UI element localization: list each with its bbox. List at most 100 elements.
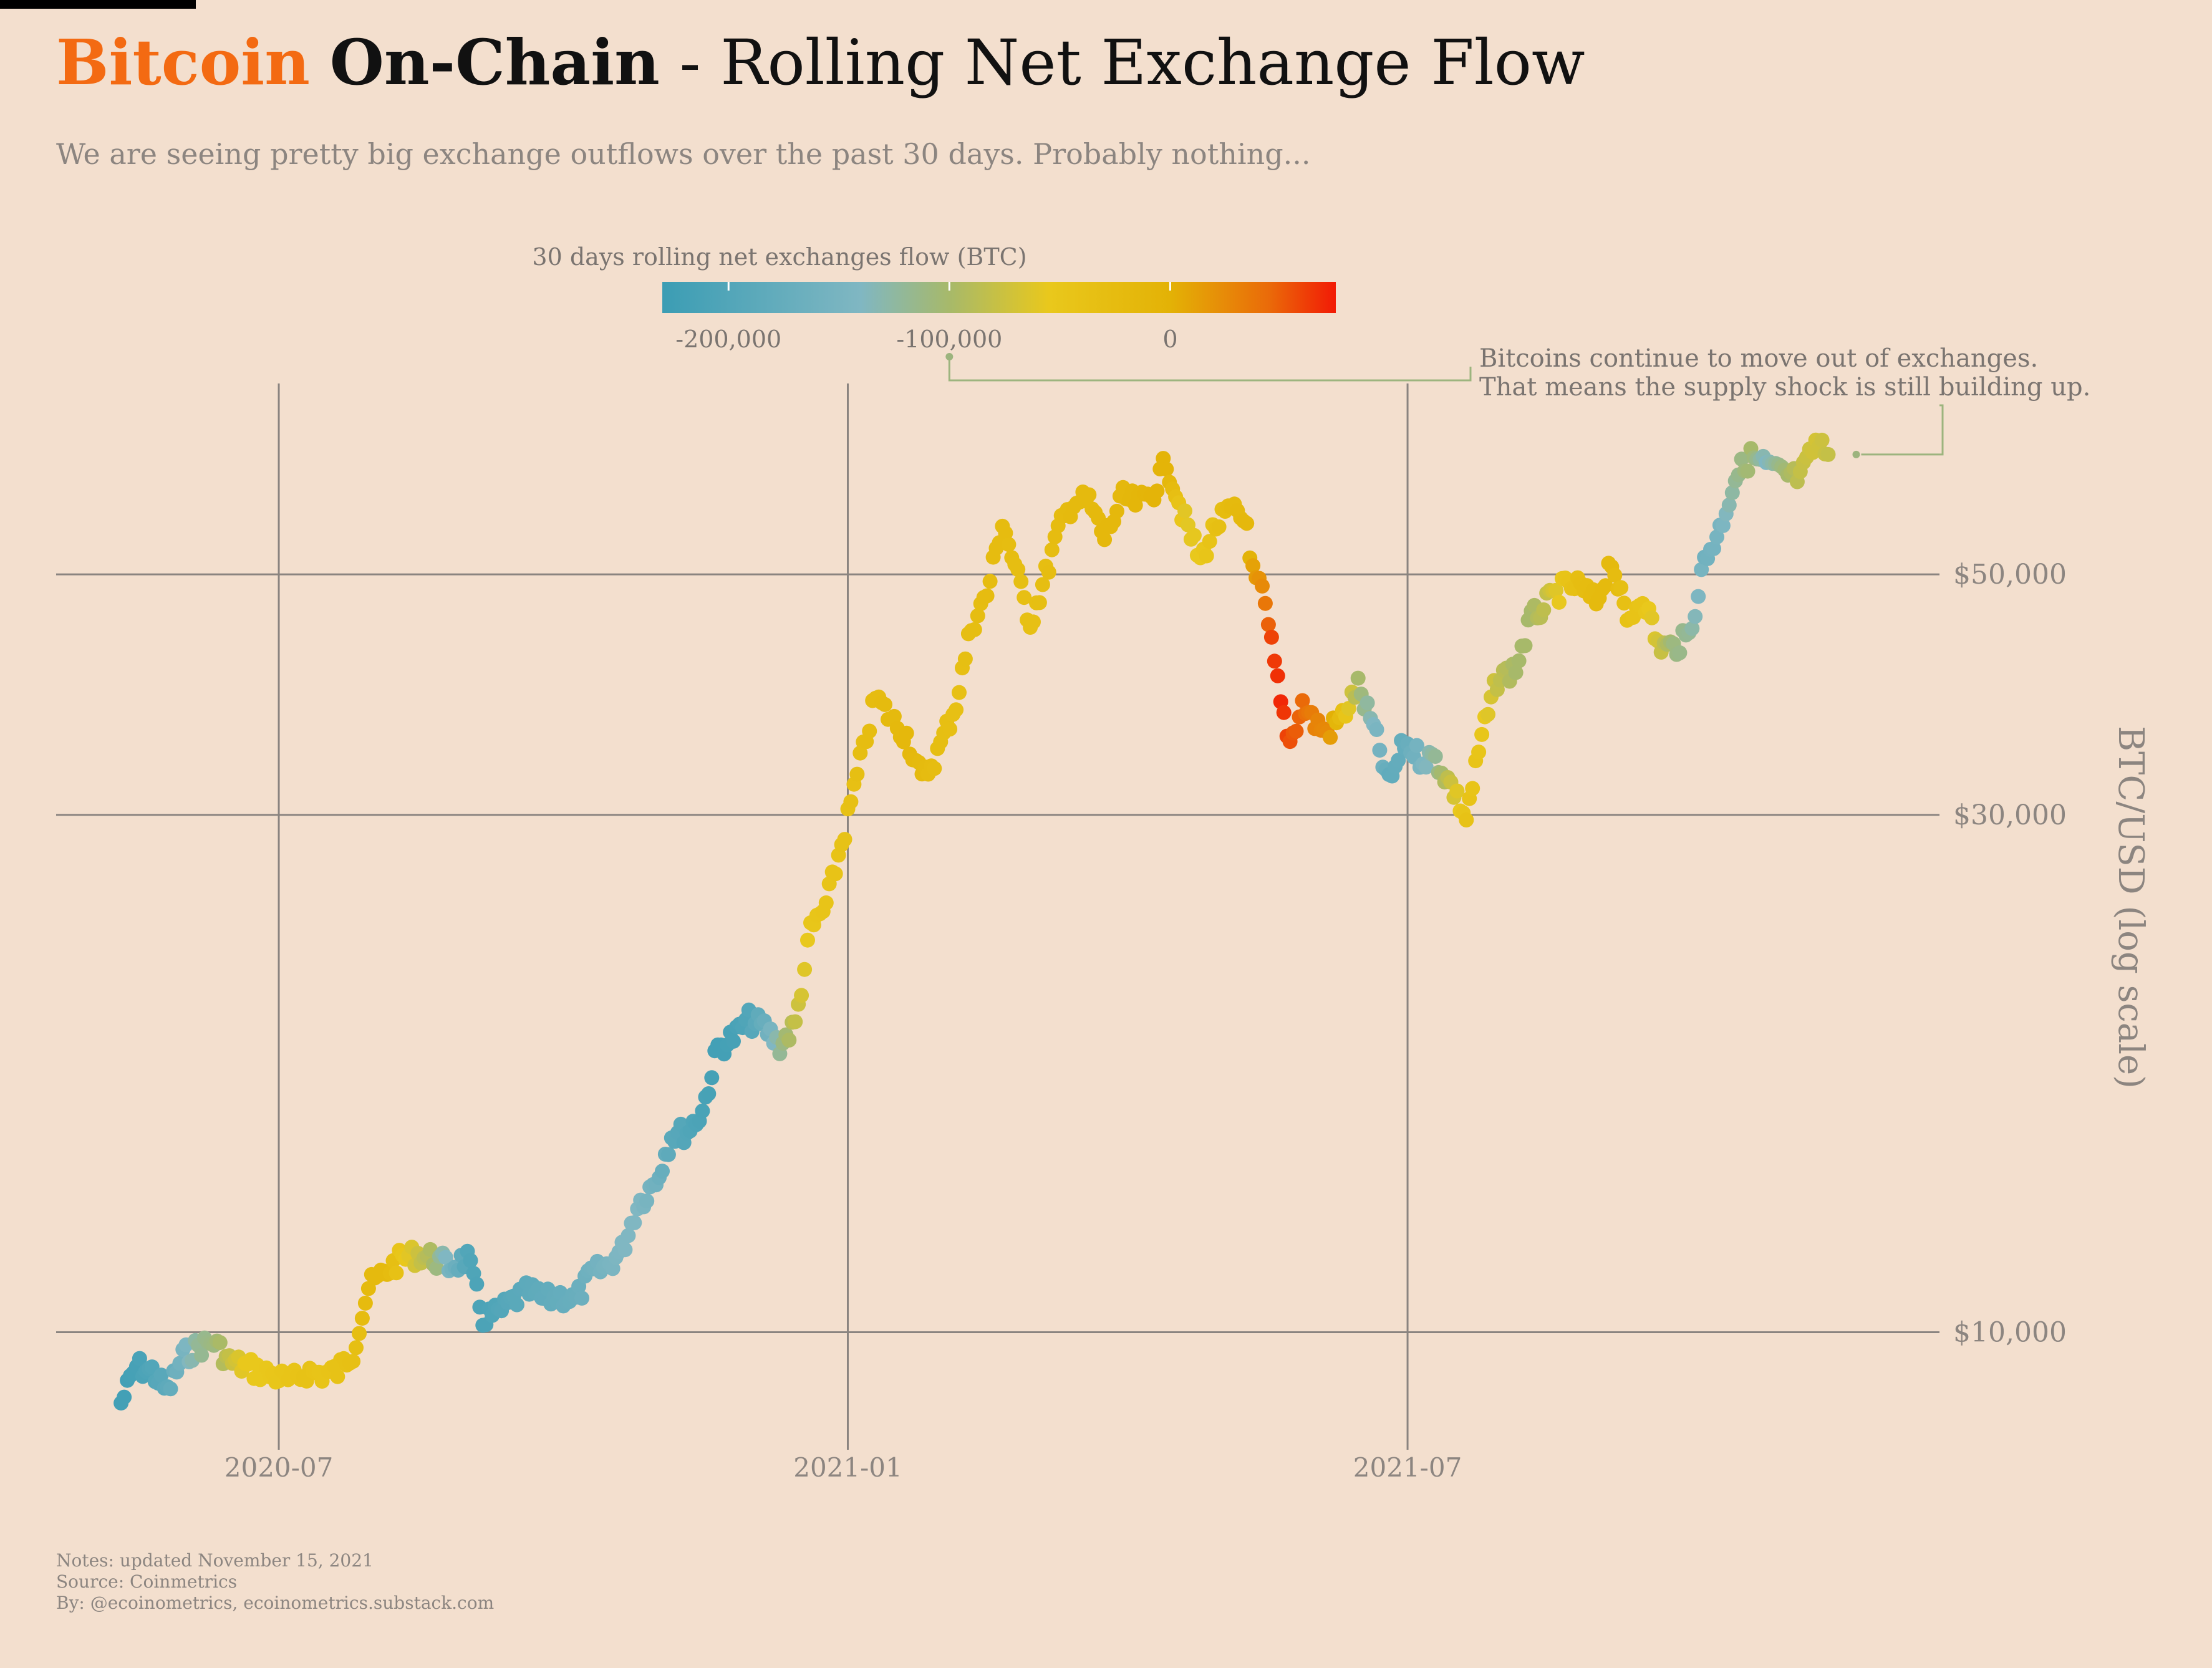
data-point xyxy=(617,1242,633,1258)
data-point xyxy=(886,708,902,724)
data-point xyxy=(1616,595,1632,611)
data-point xyxy=(1239,516,1255,531)
data-point xyxy=(1536,602,1552,617)
data-point xyxy=(1427,749,1443,764)
data-point xyxy=(849,766,865,782)
data-point xyxy=(1270,668,1285,683)
data-point xyxy=(1257,595,1273,611)
data-point xyxy=(970,608,985,624)
page-title: Bitcoin On-Chain - Rolling Net Exchange … xyxy=(56,24,1585,102)
data-point xyxy=(1263,629,1279,645)
data-point xyxy=(1721,498,1737,513)
data-point xyxy=(1010,562,1026,577)
data-point xyxy=(1465,781,1480,796)
data-point xyxy=(1041,564,1056,580)
data-point xyxy=(1211,519,1227,534)
data-point xyxy=(957,651,973,667)
data-point xyxy=(837,832,852,847)
data-point xyxy=(1295,693,1310,708)
data-point xyxy=(349,1340,364,1356)
data-point xyxy=(1715,518,1731,533)
data-point xyxy=(1684,620,1700,636)
data-point xyxy=(1350,670,1366,686)
annotation-target-dot xyxy=(1852,450,1860,458)
data-point xyxy=(1709,529,1724,545)
data-point xyxy=(1255,578,1270,594)
data-point xyxy=(794,988,809,1003)
y-tick-label: $50,000 xyxy=(1953,559,2067,591)
data-point xyxy=(1409,738,1424,753)
annotation-target-leader xyxy=(1861,404,1944,456)
data-point xyxy=(117,1389,132,1405)
legend-tick-label: -200,000 xyxy=(675,325,781,353)
data-point xyxy=(1688,609,1703,624)
data-point xyxy=(1360,695,1375,711)
subtitle: We are seeing pretty big exchange outflo… xyxy=(56,137,1311,171)
data-point xyxy=(1202,534,1217,549)
data-points xyxy=(113,432,1836,1411)
annotation-legend-leader xyxy=(948,357,1472,382)
data-point xyxy=(877,697,892,712)
data-point xyxy=(1740,463,1756,479)
notes-by: By: @ecoinometrics, ecoinometrics.substa… xyxy=(56,1593,495,1613)
data-point xyxy=(862,723,877,739)
data-point xyxy=(1372,743,1388,758)
data-point xyxy=(1323,730,1338,745)
data-point xyxy=(942,721,958,737)
data-point xyxy=(469,1276,485,1292)
annotation-line-1: Bitcoins continue to move out of exchang… xyxy=(1479,344,2038,373)
data-point xyxy=(695,1103,710,1119)
data-point xyxy=(574,1290,589,1306)
data-point xyxy=(627,1215,642,1230)
grid-lines: 2020-07 2021-01 2021-07 $10,000 $30,000 $50,0… xyxy=(56,383,2067,1483)
x-tick-label: 2021-01 xyxy=(793,1452,902,1483)
data-point xyxy=(438,1250,453,1265)
data-point xyxy=(1245,558,1261,574)
y-axis-label: BTC/USD (log scale) xyxy=(2110,726,2151,1089)
data-point xyxy=(1276,705,1292,720)
data-point xyxy=(949,702,964,718)
data-point xyxy=(660,1147,676,1162)
data-point xyxy=(194,1347,210,1363)
data-point xyxy=(1044,542,1060,557)
data-point xyxy=(1097,532,1113,547)
data-point xyxy=(927,761,942,776)
y-tick-label: $30,000 xyxy=(1953,799,2067,831)
data-point xyxy=(1474,726,1490,742)
data-point xyxy=(1613,580,1629,595)
data-point xyxy=(1548,582,1564,598)
annotation-line-2: That means the supply shock is still bui… xyxy=(1479,373,2090,402)
data-point xyxy=(1186,528,1202,543)
legend-tick-label: -100,000 xyxy=(896,325,1002,353)
notes-source: Source: Coinmetrics xyxy=(56,1571,238,1592)
y-tick-label: $10,000 xyxy=(1953,1316,2067,1348)
data-point xyxy=(797,962,813,977)
data-point xyxy=(1694,562,1709,577)
footer-notes: Notes: updated November 15, 2021 Source:… xyxy=(56,1550,494,1614)
x-tick-label: 2020-07 xyxy=(225,1452,334,1483)
data-point xyxy=(1552,594,1567,610)
data-point xyxy=(952,685,967,700)
data-point xyxy=(1109,503,1124,519)
data-point xyxy=(1159,461,1174,477)
data-point xyxy=(1644,610,1659,625)
data-point xyxy=(345,1354,361,1369)
data-point xyxy=(1031,595,1047,610)
data-point xyxy=(1026,614,1041,630)
data-point xyxy=(1369,722,1384,737)
data-point xyxy=(463,1253,478,1268)
data-point xyxy=(967,622,982,637)
data-point xyxy=(163,1381,178,1397)
data-point xyxy=(843,794,859,809)
data-point xyxy=(389,1265,404,1281)
data-point xyxy=(1449,783,1465,799)
data-point xyxy=(1260,617,1276,632)
color-legend: 30 days rolling net exchanges flow (BTC)… xyxy=(532,243,1336,353)
legend-title: 30 days rolling net exchanges flow (BTC) xyxy=(532,243,1026,271)
data-point xyxy=(1511,653,1527,668)
data-point xyxy=(655,1164,670,1179)
data-point xyxy=(1177,503,1192,519)
data-point xyxy=(1598,578,1613,594)
x-tick-label: 2021-07 xyxy=(1353,1452,1462,1483)
data-point xyxy=(605,1261,621,1276)
